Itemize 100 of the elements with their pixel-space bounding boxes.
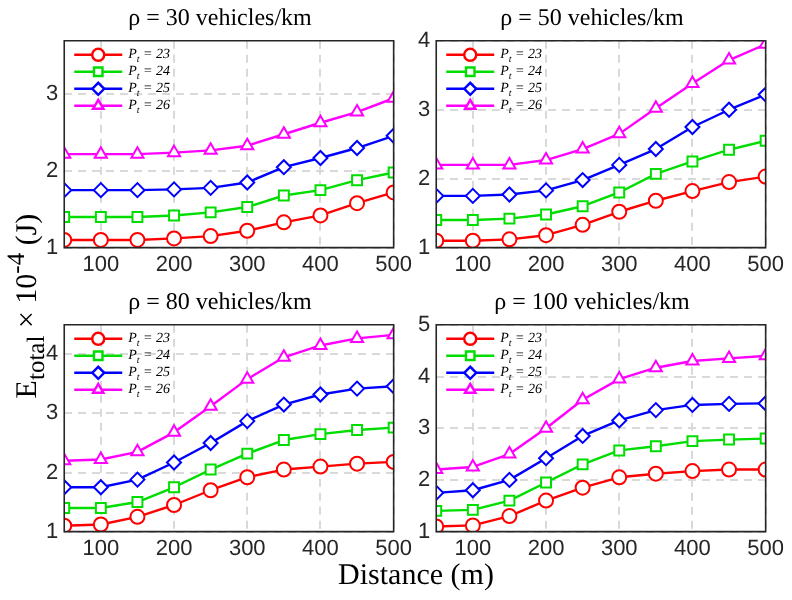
x-tick-label: 300: [228, 536, 266, 561]
point: [574, 216, 591, 233]
point: [241, 201, 254, 213]
y-tick-label: 5: [417, 312, 431, 337]
y-tick-label: 2: [45, 159, 59, 184]
point: [166, 181, 183, 198]
point: [130, 146, 145, 159]
x-tick-label: 100: [454, 252, 492, 277]
chart-title: ρ = 30 vehicles/km: [128, 2, 314, 31]
point: [313, 114, 328, 128]
point: [240, 371, 255, 384]
point: [613, 444, 626, 457]
point: [540, 208, 552, 221]
chart-title: ρ = 100 vehicles/km: [494, 286, 692, 315]
point: [466, 214, 479, 226]
point: [349, 140, 366, 157]
point: [349, 330, 365, 343]
point: [314, 428, 327, 441]
point: [538, 420, 554, 433]
x-tick-label: 400: [674, 536, 711, 561]
point: [204, 206, 217, 219]
point: [275, 214, 292, 231]
x-tick-label: 200: [527, 536, 565, 561]
x-tick-label: 400: [302, 536, 339, 561]
x-tick-label: 500: [375, 536, 413, 561]
point: [239, 174, 256, 191]
point: [649, 440, 662, 453]
point: [465, 156, 480, 170]
point: [685, 352, 700, 366]
point: [613, 186, 626, 199]
point: [276, 349, 291, 362]
point: [611, 412, 628, 429]
point: [684, 183, 701, 200]
point: [611, 469, 628, 486]
y-tick-label: 1: [417, 519, 431, 544]
point: [276, 126, 291, 139]
point: [684, 118, 701, 135]
point: [685, 75, 700, 89]
point: [611, 203, 628, 220]
y-tick-label: 3: [45, 82, 59, 107]
point: [275, 396, 292, 413]
y-tick-label: 4: [417, 28, 431, 53]
point: [313, 337, 328, 350]
point: [501, 231, 518, 248]
point: [202, 179, 219, 196]
x-tick-label: 100: [82, 252, 120, 277]
x-tick-label: 300: [600, 536, 638, 561]
point: [166, 454, 183, 471]
point: [130, 443, 145, 457]
point: [503, 494, 516, 507]
x-tick-label: 500: [375, 252, 413, 277]
point: [501, 508, 518, 525]
point: [351, 424, 363, 436]
point: [168, 481, 180, 494]
point: [574, 479, 591, 496]
point: [312, 207, 329, 224]
point: [721, 461, 738, 478]
point: [94, 211, 107, 223]
point: [166, 144, 182, 158]
x-tick-label: 300: [600, 252, 638, 277]
point: [721, 174, 738, 191]
point: [277, 189, 290, 202]
point: [312, 458, 329, 475]
point: [203, 142, 218, 155]
point: [166, 497, 183, 514]
point: [351, 174, 363, 187]
point: [314, 184, 327, 197]
y-tick-label: 1: [45, 519, 59, 544]
y-tick-label: 2: [417, 467, 431, 492]
point: [464, 482, 481, 499]
point: [204, 463, 217, 476]
point: [239, 413, 256, 430]
point: [277, 434, 290, 446]
point: [502, 156, 517, 170]
y-tick-label: 1: [417, 235, 431, 260]
point: [538, 492, 555, 509]
point: [239, 469, 256, 486]
y-tick-label: 2: [45, 460, 59, 485]
point: [92, 182, 109, 199]
x-tick-label: 500: [747, 536, 785, 561]
point: [465, 458, 480, 472]
point: [723, 433, 735, 446]
point: [275, 461, 292, 478]
point: [723, 143, 735, 156]
y-tick-label: 3: [417, 97, 431, 122]
point: [721, 101, 738, 118]
point: [349, 195, 366, 212]
point: [721, 350, 737, 363]
y-tick-label: 2: [417, 166, 431, 191]
point: [574, 427, 591, 444]
point: [275, 159, 292, 176]
point: [131, 496, 144, 509]
x-tick-label: 400: [302, 252, 339, 277]
point: [502, 446, 517, 459]
point: [686, 435, 699, 448]
point: [503, 212, 516, 225]
point: [649, 167, 662, 180]
point: [93, 146, 108, 159]
point: [576, 200, 589, 213]
point: [92, 516, 109, 532]
